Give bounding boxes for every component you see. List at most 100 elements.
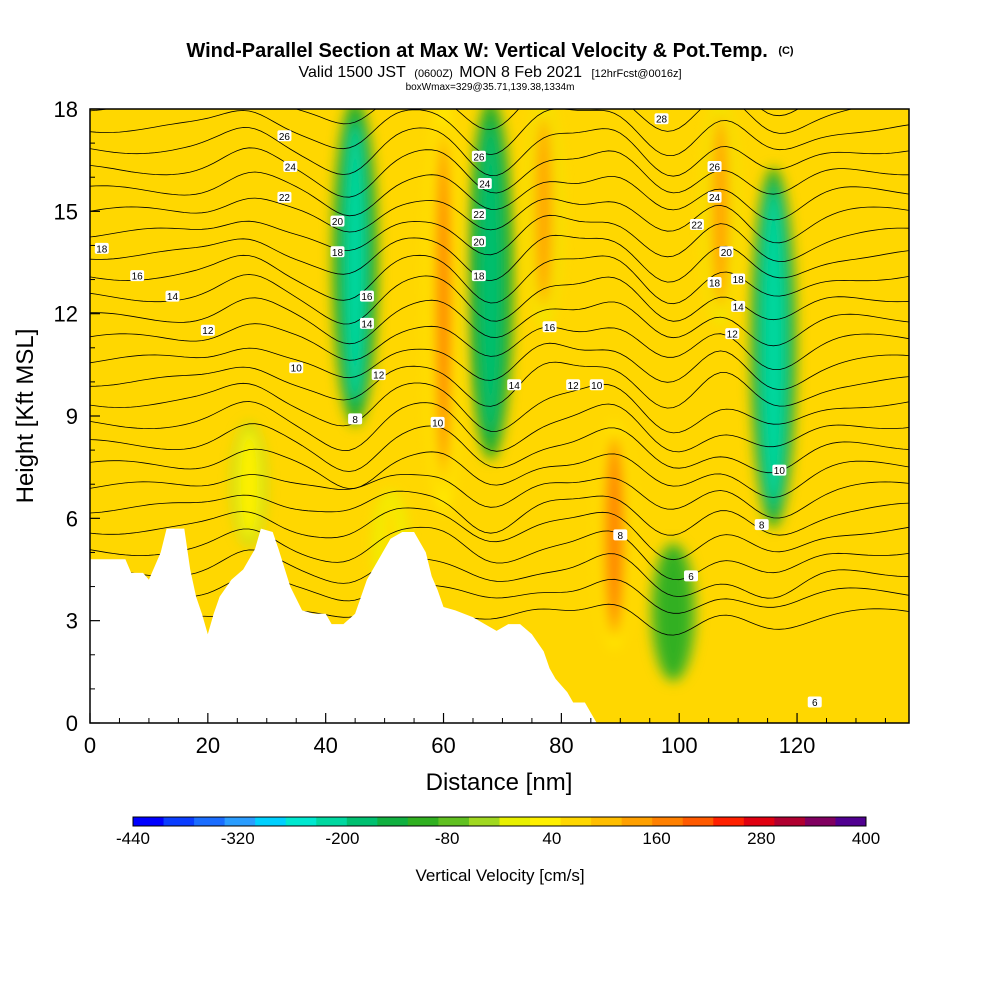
contour-label-text: 10 xyxy=(291,364,303,375)
contour-label-text: 10 xyxy=(591,381,603,392)
contour-label-1: 24 xyxy=(283,160,298,173)
potential-temperature-contours xyxy=(90,109,909,636)
contour-label-19: 18 xyxy=(471,270,486,283)
contour-label-text: 26 xyxy=(709,162,721,173)
colorbar-swatch-14 xyxy=(560,817,592,826)
isentrope-line-1 xyxy=(90,574,909,614)
colorbar-tick-label-7: 400 xyxy=(852,829,880,848)
contour-label-bg xyxy=(707,160,722,172)
contour-label-text: 24 xyxy=(709,193,721,204)
contour-label-8: 12 xyxy=(200,324,215,337)
contour-label-34: 12 xyxy=(725,328,740,341)
contour-label-bg xyxy=(725,328,740,340)
isentrope-line-7 xyxy=(90,448,909,498)
contour-label-text: 16 xyxy=(361,292,373,303)
contour-label-29: 22 xyxy=(689,218,704,231)
colorbar-tick-label-0: -440 xyxy=(116,829,150,848)
contour-label-35: 10 xyxy=(772,464,787,477)
contour-label-3: 20 xyxy=(330,215,345,228)
contour-label-bg xyxy=(130,270,145,282)
contour-label-2: 22 xyxy=(277,191,292,204)
isentrope-line-23 xyxy=(90,109,909,156)
colorbar-swatch-10 xyxy=(438,817,470,826)
contour-label-text: 8 xyxy=(352,415,358,426)
colorbar-tick-label-1: -320 xyxy=(221,829,255,848)
isentrope-line-15 xyxy=(90,274,909,325)
colorbar-label: Vertical Velocity [cm/s] xyxy=(415,866,584,885)
contour-label-4: 18 xyxy=(330,246,345,259)
x-tick-label-20: 20 xyxy=(196,733,220,758)
contour-label-text: 8 xyxy=(618,531,624,542)
contour-label-text: 14 xyxy=(733,302,745,313)
contour-label-text: 18 xyxy=(733,275,745,286)
colorbar-swatch-13 xyxy=(530,817,562,826)
colorbar-swatch-21 xyxy=(774,817,806,826)
downdraft-band-3-level-2 xyxy=(663,551,684,673)
contour-label-31: 18 xyxy=(707,276,722,289)
colorbar-tick-label-4: 40 xyxy=(542,829,561,848)
contour-label-bg xyxy=(807,696,822,708)
contour-label-text: 14 xyxy=(361,319,373,330)
colorbar-swatch-7 xyxy=(346,817,378,826)
contour-label-text: 22 xyxy=(691,220,703,231)
isentrope-line-12 xyxy=(90,342,909,391)
x-tick-label-80: 80 xyxy=(549,733,573,758)
contour-label-bg xyxy=(371,369,386,381)
colorbar-swatch-9 xyxy=(407,817,439,826)
contour-label-bg xyxy=(754,519,769,531)
y-axis-label: Height [Kft MSL] xyxy=(12,329,39,504)
isentrope-line-13 xyxy=(90,323,909,370)
contour-label-text: 12 xyxy=(373,371,385,382)
isentrope-line-3 xyxy=(90,526,909,581)
x-tick-label-120: 120 xyxy=(779,733,816,758)
contour-label-text: 18 xyxy=(96,244,108,255)
contour-label-30: 20 xyxy=(719,246,734,259)
isentrope-line-6 xyxy=(90,474,909,519)
contour-label-28: 24 xyxy=(707,191,722,204)
contour-label-16: 24 xyxy=(477,178,492,191)
colorbar: -440 -320 -200 -80 40 160 280 400 xyxy=(116,816,880,848)
contour-label-bg xyxy=(719,246,734,258)
contour-label-bg xyxy=(359,290,374,302)
chart-title: Wind-Parallel Section at Max W: Vertical… xyxy=(186,40,794,62)
contour-label-text: 14 xyxy=(167,292,179,303)
y-tick-label-12: 12 xyxy=(54,302,78,327)
contour-label-bg xyxy=(477,178,492,190)
contour-label-text: 12 xyxy=(568,381,580,392)
contour-label-9: 10 xyxy=(289,362,304,375)
x-tick-label-0: 0 xyxy=(84,733,96,758)
colorbar-tick-label-6: 280 xyxy=(747,829,775,848)
contour-label-text: 18 xyxy=(473,272,485,283)
contour-label-6: 16 xyxy=(130,270,145,283)
contour-label-text: 18 xyxy=(709,278,721,289)
x-tick-label-60: 60 xyxy=(431,733,455,758)
chart-subtitle: Valid 1500 JST (0600Z) MON 8 Feb 2021 [1… xyxy=(299,64,682,81)
contour-label-text: 20 xyxy=(473,238,485,249)
contour-label-bg xyxy=(471,270,486,282)
contour-label-text: 18 xyxy=(332,248,344,259)
contour-label-bg xyxy=(707,191,722,203)
colorbar-swatch-4 xyxy=(255,817,287,826)
contour-label-bg xyxy=(289,362,304,374)
contour-label-bg xyxy=(707,276,722,288)
y-tick-label-3: 3 xyxy=(66,609,78,634)
contour-label-text: 6 xyxy=(688,572,694,583)
terrain-mask xyxy=(90,528,909,723)
contour-label-text: 16 xyxy=(544,323,556,334)
updraft-core-5-level-3 xyxy=(243,435,255,534)
y-tick-label-18: 18 xyxy=(54,97,78,122)
isentrope-line-2 xyxy=(90,549,909,599)
colorbar-swatch-3 xyxy=(224,817,256,826)
contour-label-text: 12 xyxy=(727,330,739,341)
contour-label-7: 14 xyxy=(165,290,180,303)
contour-label-bg xyxy=(471,208,486,220)
contour-label-text: 20 xyxy=(332,217,344,228)
contour-label-bg xyxy=(731,300,746,312)
isentrope-line-14 xyxy=(90,297,909,347)
isentrope-line-10 xyxy=(90,382,909,434)
contour-label-text: 22 xyxy=(279,193,291,204)
colorbar-swatch-6 xyxy=(316,817,348,826)
isentrope-line-9 xyxy=(90,401,909,453)
contour-label-bg xyxy=(542,321,557,333)
contour-label-11: 14 xyxy=(359,317,374,330)
